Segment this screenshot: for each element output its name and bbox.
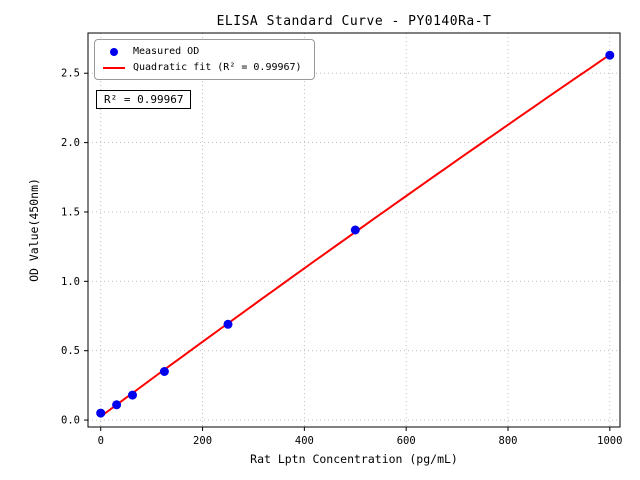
x-tick-label: 800 bbox=[499, 435, 518, 447]
y-tick-label: 1.0 bbox=[61, 276, 80, 288]
plot-frame bbox=[87, 32, 621, 428]
data-point bbox=[159, 367, 169, 376]
x-tick-label: 600 bbox=[397, 435, 416, 447]
x-tick-label: 0 bbox=[98, 435, 104, 447]
legend-item-measured-od: Measured OD bbox=[103, 46, 302, 57]
legend-label-measured-od: Measured OD bbox=[133, 46, 200, 57]
legend-item-quadratic-fit: Quadratic fit (R² = 0.99967) bbox=[103, 62, 302, 73]
x-tick-label: 400 bbox=[295, 435, 314, 447]
data-point bbox=[350, 225, 360, 235]
data-point bbox=[112, 400, 122, 410]
legend-label-quadratic-fit: Quadratic fit (R² = 0.99967) bbox=[133, 62, 302, 73]
data-point bbox=[128, 390, 137, 400]
data-point bbox=[96, 408, 106, 418]
data-point bbox=[605, 50, 615, 60]
y-axis-label: OD Value(450nm) bbox=[27, 178, 41, 282]
quadratic-fit-line-icon bbox=[103, 66, 125, 69]
data-point bbox=[223, 319, 233, 329]
y-tick-label: 1.5 bbox=[61, 206, 80, 218]
legend-marker-cell bbox=[103, 47, 125, 56]
chart-title: ELISA Standard Curve - PY0140Ra-T bbox=[216, 14, 492, 29]
measured-od-dot-icon bbox=[110, 47, 118, 56]
legend-marker-cell bbox=[103, 66, 125, 69]
legend: Measured OD Quadratic fit (R² = 0.99967) bbox=[94, 39, 315, 80]
y-tick-label: 2.5 bbox=[61, 68, 80, 80]
y-tick-label: 0.0 bbox=[61, 415, 80, 427]
x-tick-label: 200 bbox=[193, 435, 212, 447]
r-squared-annotation: R² = 0.99967 bbox=[96, 90, 192, 109]
y-tick-label: 0.5 bbox=[61, 345, 80, 357]
x-tick-label: 1000 bbox=[597, 435, 622, 447]
y-tick-label: 2.0 bbox=[61, 137, 80, 149]
x-axis-label: Rat Lptn Concentration (pg/mL) bbox=[250, 452, 458, 466]
